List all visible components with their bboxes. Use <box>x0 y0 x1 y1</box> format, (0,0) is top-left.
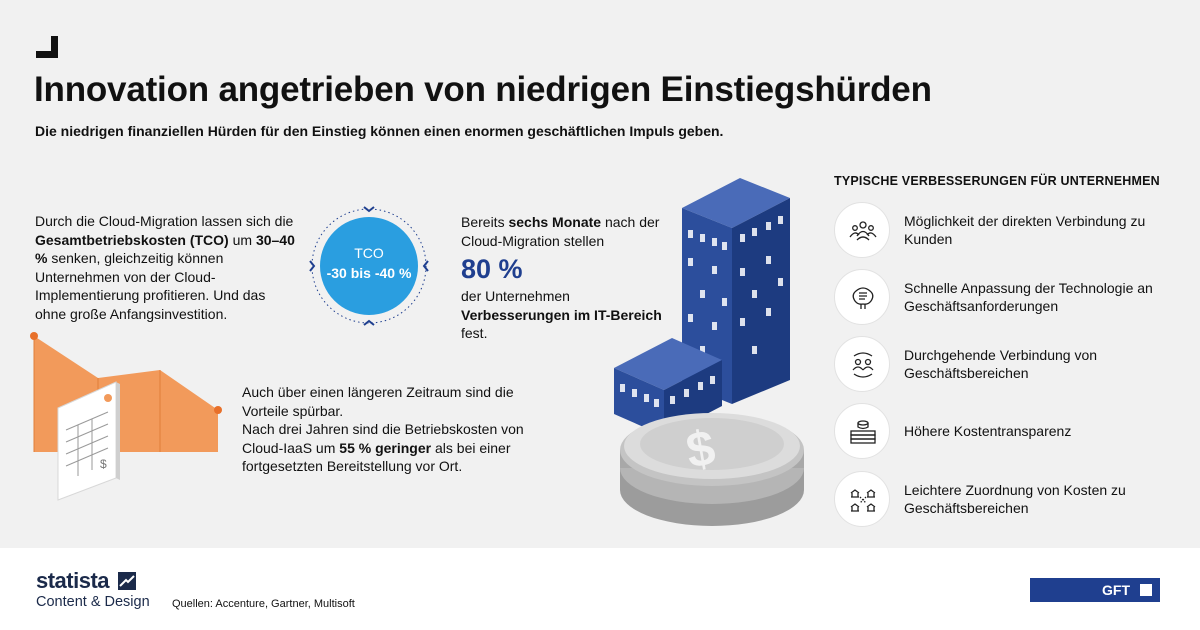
tco-badge-value: -30 bis -40 % <box>326 265 412 281</box>
benefits-heading: TYPISCHE VERBESSERUNGEN FÜR UNTERNEHMEN <box>834 174 1160 188</box>
six-months-paragraph: Bereits sechs Monate nach der Cloud-Migr… <box>461 213 681 343</box>
benefit-label: Durchgehende Verbindung von Geschäftsber… <box>904 347 1098 381</box>
tco-badge-label: TCO <box>354 245 384 261</box>
benefit-item: Möglichkeit der direkten Verbindung zu K… <box>834 202 1174 258</box>
statista-logo-icon <box>118 572 136 590</box>
gft-logo: GFT <box>1030 578 1160 602</box>
gft-logo-text: GFT <box>1102 582 1130 598</box>
buildings-network-icon <box>850 489 876 512</box>
statista-subtitle: Content & Design <box>36 594 150 610</box>
long-term-paragraph: Auch über einen längeren Zeitraum sind d… <box>242 384 524 474</box>
benefit-label: Schnelle Anpassung der Technologie an Ge… <box>904 280 1153 314</box>
benefit-item: Durchgehende Verbindung von Geschäftsber… <box>834 336 1174 392</box>
benefit-label: Höhere Kostentransparenz <box>904 423 1072 439</box>
buildings-coins-illustration: $ <box>614 178 804 526</box>
gft-square-icon <box>1140 584 1152 596</box>
tco-paragraph: Durch die Cloud-Migration lassen sich di… <box>35 213 295 322</box>
benefit-label: Möglichkeit der direkten Verbindung zu K… <box>904 213 1146 247</box>
footer: statista Content & Design Quellen: Accen… <box>0 548 1200 630</box>
money-stack-icon <box>850 420 876 444</box>
tco-badge-text: TCO -30 bis -40 % <box>309 243 429 283</box>
page-title: Innovation angetrieben von niedrigen Ein… <box>34 70 932 109</box>
benefit-label: Leichtere Zuordnung von Kosten zu Geschä… <box>904 482 1126 516</box>
sources-note: Quellen: Accenture, Gartner, Multisoft <box>172 598 355 610</box>
corner-bracket-icon <box>36 36 58 58</box>
benefit-item: Schnelle Anpassung der Technologie an Ge… <box>834 269 1174 325</box>
svg-text:$: $ <box>100 457 107 471</box>
eighty-percent-stat: 80 % <box>461 254 523 284</box>
statista-logo-text: statista <box>36 568 110 593</box>
cost-chart-document-illustration: $ <box>30 332 222 501</box>
page-subtitle: Die niedrigen finanziellen Hürden für de… <box>35 123 724 139</box>
connected-people-icon <box>852 352 874 378</box>
people-group-icon <box>849 221 877 241</box>
tco-badge-circle <box>309 206 429 326</box>
benefit-item: Leichtere Zuordnung von Kosten zu Geschä… <box>834 471 1174 527</box>
brain-chip-icon <box>852 287 874 309</box>
benefit-item: Höhere Kostentransparenz <box>834 403 1174 459</box>
